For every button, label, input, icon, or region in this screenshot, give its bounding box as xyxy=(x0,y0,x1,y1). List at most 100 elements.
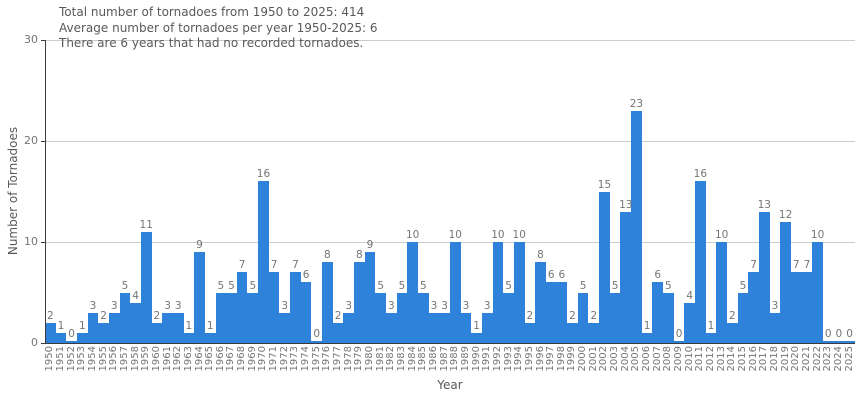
x-tick-label-2006: 2006 xyxy=(641,346,653,378)
bar-value-label-1951: 1 xyxy=(57,319,65,332)
bar-slot-2001: 2 xyxy=(588,40,600,343)
bar-value-label-1988: 10 xyxy=(448,229,462,241)
bar-slot-2019: 12 xyxy=(779,40,792,343)
x-tick-label-text: 2006 xyxy=(641,346,653,372)
x-tick-label-1988: 1988 xyxy=(449,346,461,378)
bar-value-label-2014: 2 xyxy=(728,309,736,322)
bar-value-label-1964: 9 xyxy=(196,239,203,252)
bar-value-label-1962: 3 xyxy=(174,299,182,312)
x-tick-label-text: 1967 xyxy=(225,346,237,372)
x-tick-label-text: 2018 xyxy=(768,346,780,372)
bar-value-label-1950: 2 xyxy=(46,309,54,322)
bar-2012 xyxy=(705,332,717,343)
x-tick-label-text: 2023 xyxy=(822,346,834,372)
bar-value-label-1952: 0 xyxy=(68,328,75,340)
bar-slot-2002: 15 xyxy=(598,40,611,343)
x-tick-label-1991: 1991 xyxy=(481,346,493,378)
x-tick-label-text: 2021 xyxy=(800,346,812,372)
bar-value-label-1958: 4 xyxy=(132,289,139,302)
gridline-y-20 xyxy=(45,141,855,142)
x-tick-label-text: 1954 xyxy=(86,346,98,372)
annotation-zero-years: There are 6 years that had no recorded t… xyxy=(59,36,364,50)
bar-slot-2014: 2 xyxy=(727,40,738,343)
x-tick-label-1986: 1986 xyxy=(428,346,440,378)
bar-2015 xyxy=(737,292,749,343)
bar-2005 xyxy=(631,110,642,343)
bar-2013 xyxy=(716,242,727,343)
x-tick-label-2021: 2021 xyxy=(800,346,813,378)
bar-slot-1965: 1 xyxy=(204,40,216,343)
bar-value-label-2015: 5 xyxy=(739,279,747,292)
bar-value-label-1982: 3 xyxy=(387,299,395,312)
x-tick-label-1992: 1992 xyxy=(492,346,504,378)
bar-value-label-1954: 3 xyxy=(89,299,97,312)
x-tick-label-text: 1956 xyxy=(108,346,120,372)
bar-slot-1995: 2 xyxy=(524,40,536,343)
bar-slot-1950: 2 xyxy=(45,40,56,343)
bar-value-label-1978: 3 xyxy=(345,299,353,312)
bar-value-label-2022: 10 xyxy=(810,229,825,241)
bar-value-label-2003: 5 xyxy=(611,279,619,292)
bar-2003 xyxy=(609,292,621,343)
plot-area: 2 1 0 1 3 2 3 5 4 11 2 3 3 1 9 1 5 5 7 5 16 7 3 7 6 0 8 2 3 8 9 5 3 5 10 5 3… xyxy=(45,40,855,343)
bar-slot-1971: 7 xyxy=(268,40,280,343)
bar-slot-1987: 3 xyxy=(439,40,450,343)
bar-slot-1980: 9 xyxy=(364,40,376,343)
bar-1970 xyxy=(258,181,269,343)
bar-2010 xyxy=(684,302,696,343)
bar-value-label-2008: 5 xyxy=(665,279,672,292)
y-tick-label-20: 20 xyxy=(24,134,38,147)
bar-slot-1991: 3 xyxy=(481,40,493,343)
bar-value-label-2017: 13 xyxy=(757,198,771,211)
bar-1984 xyxy=(407,242,418,343)
bar-slot-1997: 6 xyxy=(545,40,557,343)
bar-value-label-2012: 1 xyxy=(707,319,715,332)
bar-slot-1981: 5 xyxy=(375,40,386,343)
x-tick-label-1997: 1997 xyxy=(545,346,557,378)
bar-value-label-2018: 3 xyxy=(771,299,779,312)
x-tick-label-1994: 1994 xyxy=(513,346,525,378)
bar-slot-1978: 3 xyxy=(343,40,355,343)
bar-1972 xyxy=(279,312,291,343)
bar-value-label-1980: 9 xyxy=(366,239,374,252)
bar-value-label-1967: 5 xyxy=(228,279,235,292)
x-tick-label-text: 2012 xyxy=(705,346,717,372)
x-axis-line xyxy=(45,343,855,344)
x-tick-label-text: 1965 xyxy=(204,346,216,372)
bar-value-label-1974: 6 xyxy=(302,269,310,282)
bar-2004 xyxy=(620,211,632,343)
x-tick-label-text: 1957 xyxy=(118,346,130,372)
x-tick-label-text: 2000 xyxy=(577,346,589,372)
x-tick-label-text: 2011 xyxy=(694,346,706,372)
bar-value-label-1955: 2 xyxy=(100,309,107,322)
x-tick-label-1954: 1954 xyxy=(86,346,99,378)
bar-2011 xyxy=(695,181,706,343)
x-tick-label-2003: 2003 xyxy=(609,346,621,378)
bar-slot-1994: 10 xyxy=(513,40,526,343)
bar-slot-2025: 0 xyxy=(844,40,855,343)
x-tick-label-text: 1989 xyxy=(459,346,471,372)
bar-slot-2016: 7 xyxy=(748,40,759,343)
bar-2008 xyxy=(663,292,674,343)
x-tick-label-text: 1995 xyxy=(523,346,535,372)
bar-1983 xyxy=(396,292,408,343)
x-tick-label-text: 1997 xyxy=(545,346,557,372)
bar-1989 xyxy=(460,312,472,343)
bar-2000 xyxy=(577,292,589,343)
bar-value-label-1966: 5 xyxy=(217,279,225,292)
bar-1982 xyxy=(386,312,397,343)
bar-value-label-1991: 3 xyxy=(483,299,491,312)
annotation-average: Average number of tornadoes per year 195… xyxy=(59,20,378,35)
x-tick-label-text: 1960 xyxy=(150,346,162,372)
bar-value-label-1971: 7 xyxy=(270,259,278,272)
bar-slot-2017: 13 xyxy=(757,40,771,343)
bar-value-label-1987: 3 xyxy=(441,299,448,312)
x-tick-label-text: 1970 xyxy=(257,346,269,372)
bar-slot-1996: 8 xyxy=(535,40,546,343)
bar-slot-1961: 3 xyxy=(162,40,173,343)
bar-value-label-2011: 16 xyxy=(693,168,708,181)
bar-1986 xyxy=(428,312,440,343)
bar-slot-1982: 3 xyxy=(386,40,397,343)
bar-1987 xyxy=(439,312,450,343)
bar-1997 xyxy=(545,282,557,343)
